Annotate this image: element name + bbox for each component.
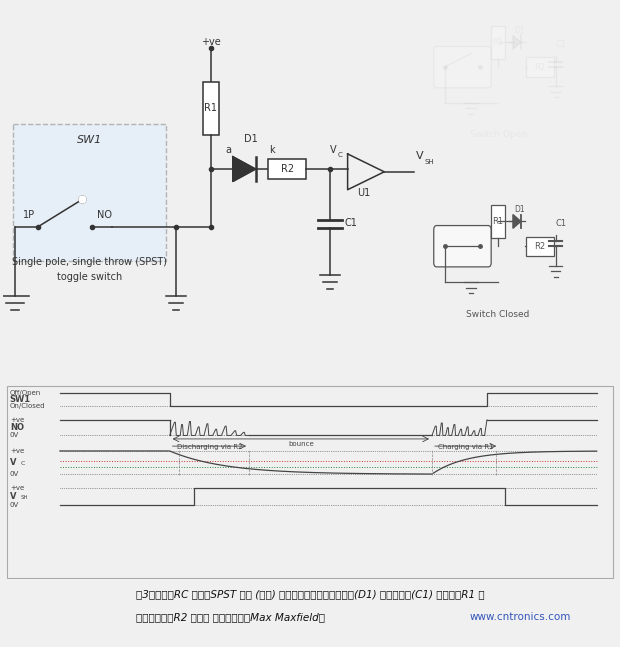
Text: +ve: +ve bbox=[10, 448, 24, 454]
Text: R1: R1 bbox=[205, 104, 218, 113]
Text: 图3：当使用RC 网络对SPST 开关 (顶部) 进行去抖动时，加入二极管(D1) 会迫使电容(C1) 通过电阻R1 充: 图3：当使用RC 网络对SPST 开关 (顶部) 进行去抖动时，加入二极管(D1… bbox=[136, 589, 484, 599]
Text: U1: U1 bbox=[358, 188, 371, 199]
Polygon shape bbox=[232, 157, 255, 181]
Text: SH: SH bbox=[20, 495, 28, 500]
Text: V: V bbox=[416, 151, 423, 161]
Text: V: V bbox=[330, 146, 337, 155]
Text: Switch Closed: Switch Closed bbox=[466, 310, 529, 318]
FancyBboxPatch shape bbox=[434, 226, 491, 267]
Text: 0V: 0V bbox=[10, 432, 19, 439]
Text: www.cntronics.com: www.cntronics.com bbox=[470, 612, 572, 622]
Text: toggle switch: toggle switch bbox=[56, 272, 122, 282]
Bar bbox=[491, 205, 505, 238]
Text: C1: C1 bbox=[556, 219, 567, 228]
Text: D1: D1 bbox=[514, 26, 525, 35]
FancyBboxPatch shape bbox=[13, 124, 166, 261]
Bar bbox=[526, 237, 554, 256]
Text: k: k bbox=[270, 146, 275, 155]
Text: SH: SH bbox=[425, 159, 435, 165]
Text: SW1: SW1 bbox=[10, 395, 31, 404]
Text: R1: R1 bbox=[492, 38, 503, 47]
Bar bbox=[268, 159, 306, 179]
Polygon shape bbox=[513, 36, 521, 49]
Polygon shape bbox=[513, 215, 521, 228]
Bar bbox=[526, 58, 554, 77]
Text: 0V: 0V bbox=[10, 471, 19, 477]
Text: R2: R2 bbox=[281, 164, 294, 174]
Text: Single pole, single throw (SPST): Single pole, single throw (SPST) bbox=[12, 258, 167, 267]
FancyBboxPatch shape bbox=[434, 47, 491, 88]
Text: SW1: SW1 bbox=[77, 135, 102, 145]
Text: V: V bbox=[10, 458, 16, 467]
Text: bounce: bounce bbox=[288, 441, 314, 447]
Text: R1: R1 bbox=[492, 217, 503, 226]
Text: Off/Open: Off/Open bbox=[10, 389, 41, 396]
Text: a: a bbox=[226, 146, 232, 155]
Text: C1: C1 bbox=[345, 218, 358, 228]
Text: C: C bbox=[20, 461, 25, 466]
Text: NO: NO bbox=[97, 210, 112, 220]
Text: D1: D1 bbox=[514, 205, 525, 214]
Text: D1: D1 bbox=[244, 135, 257, 144]
Text: 0V: 0V bbox=[10, 502, 19, 509]
Text: C: C bbox=[338, 152, 342, 158]
Bar bbox=[203, 82, 219, 135]
Text: 1P: 1P bbox=[23, 210, 35, 220]
Text: V: V bbox=[10, 492, 16, 501]
Text: R2: R2 bbox=[534, 63, 545, 72]
Text: C1: C1 bbox=[556, 39, 567, 49]
Text: 电，通过电阻R2 放电。 （图片来源：Max Maxfield）: 电，通过电阻R2 放电。 （图片来源：Max Maxfield） bbox=[136, 612, 324, 622]
Text: NO: NO bbox=[10, 423, 24, 432]
Text: Charging via R1: Charging via R1 bbox=[438, 444, 494, 450]
Text: On/Closed: On/Closed bbox=[10, 403, 45, 410]
Bar bbox=[491, 26, 505, 59]
Text: +ve: +ve bbox=[201, 37, 221, 47]
Text: R2: R2 bbox=[534, 242, 545, 251]
Text: Switch Open: Switch Open bbox=[469, 131, 526, 140]
Text: Discharging via R2: Discharging via R2 bbox=[177, 444, 242, 450]
Text: +ve: +ve bbox=[10, 485, 24, 491]
Text: +ve: +ve bbox=[10, 417, 24, 423]
